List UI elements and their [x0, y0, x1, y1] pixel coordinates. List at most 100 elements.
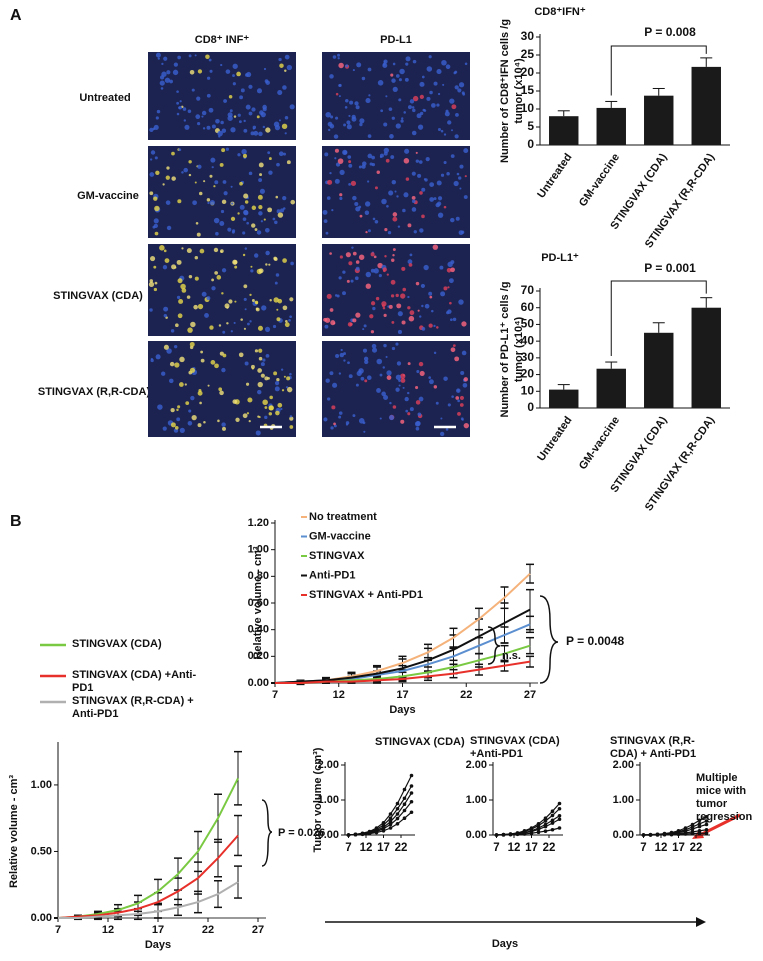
cell-dot [236, 71, 241, 77]
cell-dot [262, 358, 266, 362]
mouse-point [557, 826, 562, 830]
cell-dot [165, 175, 170, 180]
cell-dot [290, 199, 296, 205]
cell-dot [436, 326, 439, 329]
cell-dot [176, 90, 179, 93]
cell-dot [405, 409, 409, 413]
cell-dot [374, 186, 378, 190]
cell-dot [408, 263, 413, 267]
panel-label: A [10, 7, 22, 24]
cell-dot [221, 268, 227, 273]
cell-dot [248, 84, 253, 89]
cell-dot [402, 287, 407, 292]
legend-label: STINGVAX (CDA) +Anti-PD1 [72, 669, 197, 694]
mouse-point [557, 806, 562, 811]
cell-dot [171, 176, 176, 181]
cell-dot [347, 361, 350, 365]
mouse-point [402, 787, 407, 792]
cell-dot [192, 200, 197, 206]
cell-dot [284, 132, 287, 135]
mouse-point [501, 833, 506, 837]
cell-dot [253, 130, 259, 136]
cell-dot [265, 250, 270, 256]
cell-dot [361, 164, 366, 169]
cell-dot [359, 118, 365, 124]
cell-dot [352, 414, 356, 418]
cell-dot [189, 69, 195, 75]
cell-dot [367, 134, 372, 138]
cell-dot [209, 69, 213, 73]
y-tick-label: 1.20 [248, 517, 269, 529]
cell-dot [447, 261, 453, 268]
column-header: PD-L1 [380, 34, 412, 46]
cell-dot [436, 180, 442, 186]
cell-dot [244, 200, 249, 204]
bar [596, 107, 626, 145]
cell-dot [355, 266, 360, 271]
x-tick-label: 17 [525, 842, 538, 854]
cell-dot [267, 151, 271, 155]
cell-dot [181, 247, 184, 250]
cell-dot [323, 317, 327, 322]
cell-dot [232, 63, 238, 69]
cell-dot [392, 254, 395, 257]
cell-dot [352, 69, 355, 72]
cell-dot [274, 281, 278, 285]
cell-dot [442, 83, 445, 86]
cell-dot [274, 220, 278, 225]
mouse-point [704, 822, 709, 827]
cell-dot [348, 160, 352, 164]
cell-dot [419, 94, 424, 99]
cell-dot [241, 149, 247, 155]
cell-dot [339, 352, 345, 358]
mouse-point [395, 822, 400, 826]
cell-dot [433, 81, 438, 86]
cell-dot [338, 415, 342, 419]
bar [644, 95, 674, 145]
cell-dot [372, 306, 376, 311]
cell-dot [213, 217, 220, 224]
cell-dot [285, 386, 289, 389]
cell-dot [332, 382, 338, 388]
cell-dot [176, 408, 179, 412]
cell-dot [385, 355, 388, 358]
cell-dot [383, 395, 389, 401]
cell-dot [247, 322, 250, 326]
micrograph [322, 244, 470, 336]
mouse-point [388, 826, 393, 830]
cell-dot [284, 322, 290, 328]
cell-dot [222, 180, 227, 184]
cell-dot [207, 384, 210, 387]
cell-dot [454, 70, 458, 74]
series-line [275, 660, 531, 684]
cell-dot [255, 430, 261, 436]
y-tick-label: 0 [527, 137, 534, 151]
cell-dot [371, 155, 375, 160]
cell-dot [262, 125, 266, 129]
cell-dot [226, 306, 229, 309]
cell-dot [282, 195, 287, 201]
cell-dot [171, 151, 175, 156]
cell-dot [404, 396, 409, 402]
cell-dot [260, 111, 266, 118]
cell-dot [428, 55, 432, 59]
cell-dot [246, 412, 250, 415]
cell-dot [221, 367, 226, 373]
cell-dot [243, 193, 249, 199]
cell-dot [455, 396, 460, 400]
cell-dot [264, 326, 271, 332]
cell-dot [244, 361, 249, 366]
cell-dot [232, 399, 238, 404]
cell-dot [455, 216, 460, 221]
cell-dot [197, 164, 202, 169]
cell-dot [419, 191, 423, 195]
cell-dot [454, 85, 459, 90]
cell-dot [237, 153, 241, 157]
mouse-point [409, 773, 414, 778]
cell-dot [360, 376, 365, 381]
cell-dot [207, 201, 210, 205]
cell-dot [286, 160, 291, 165]
cell-dot [264, 79, 269, 83]
cell-dot [221, 422, 226, 427]
cell-dot [354, 201, 359, 207]
